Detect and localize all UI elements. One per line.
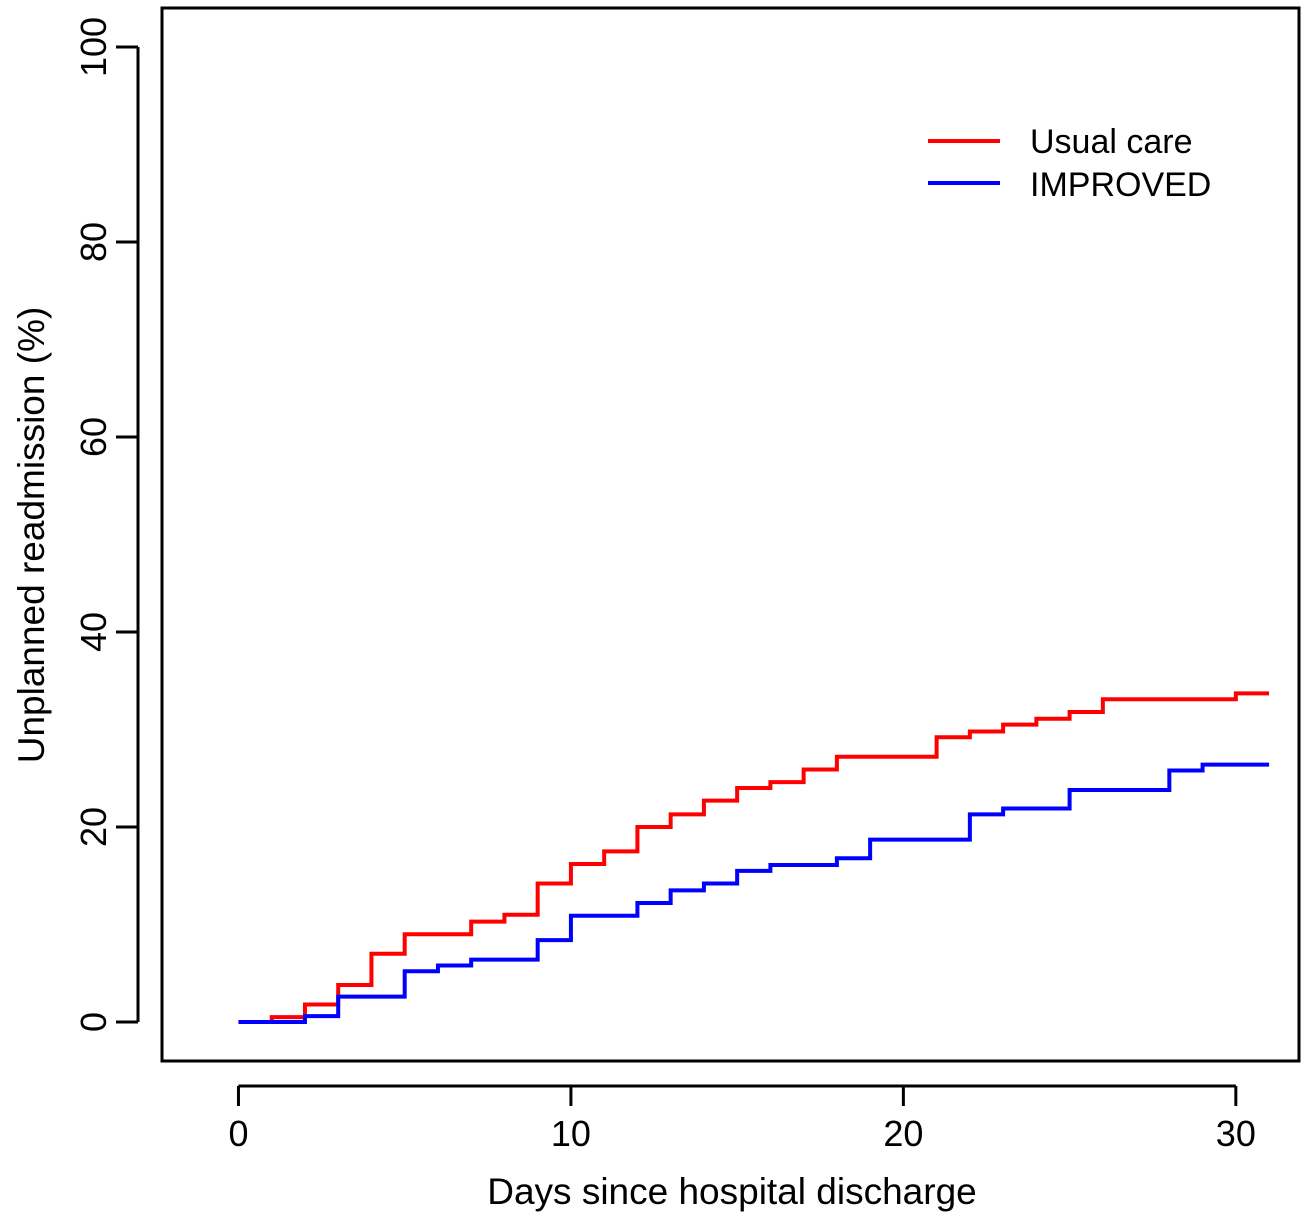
plot-frame xyxy=(160,6,1301,1063)
y-tick-label: 100 xyxy=(73,17,114,77)
x-tick-label: 0 xyxy=(228,1113,248,1154)
x-tick-label: 30 xyxy=(1216,1113,1256,1154)
series-line-improved xyxy=(238,762,1270,1024)
y-axis-title: Unplanned readmission (%) xyxy=(11,307,52,764)
y-axis: 0 20 40 60 80 100 xyxy=(73,17,140,1032)
y-tick-label: 0 xyxy=(73,1012,114,1032)
legend-label-usual-care: Usual care xyxy=(1030,123,1193,161)
series-layer xyxy=(238,691,1270,1024)
x-tick-label: 20 xyxy=(883,1113,923,1154)
x-tick-label: 10 xyxy=(551,1113,591,1154)
series-line-usual-care xyxy=(238,691,1270,1024)
y-tick-label: 20 xyxy=(73,807,114,847)
legend-label-improved: IMPROVED xyxy=(1030,166,1211,204)
y-tick-label: 60 xyxy=(73,417,114,457)
x-axis-title: Days since hospital discharge xyxy=(487,1171,976,1212)
legend: Usual care IMPROVED xyxy=(928,123,1211,204)
x-axis: 0 10 20 30 xyxy=(228,1084,1256,1154)
y-tick-label: 80 xyxy=(73,222,114,262)
y-tick-label: 40 xyxy=(73,612,114,652)
